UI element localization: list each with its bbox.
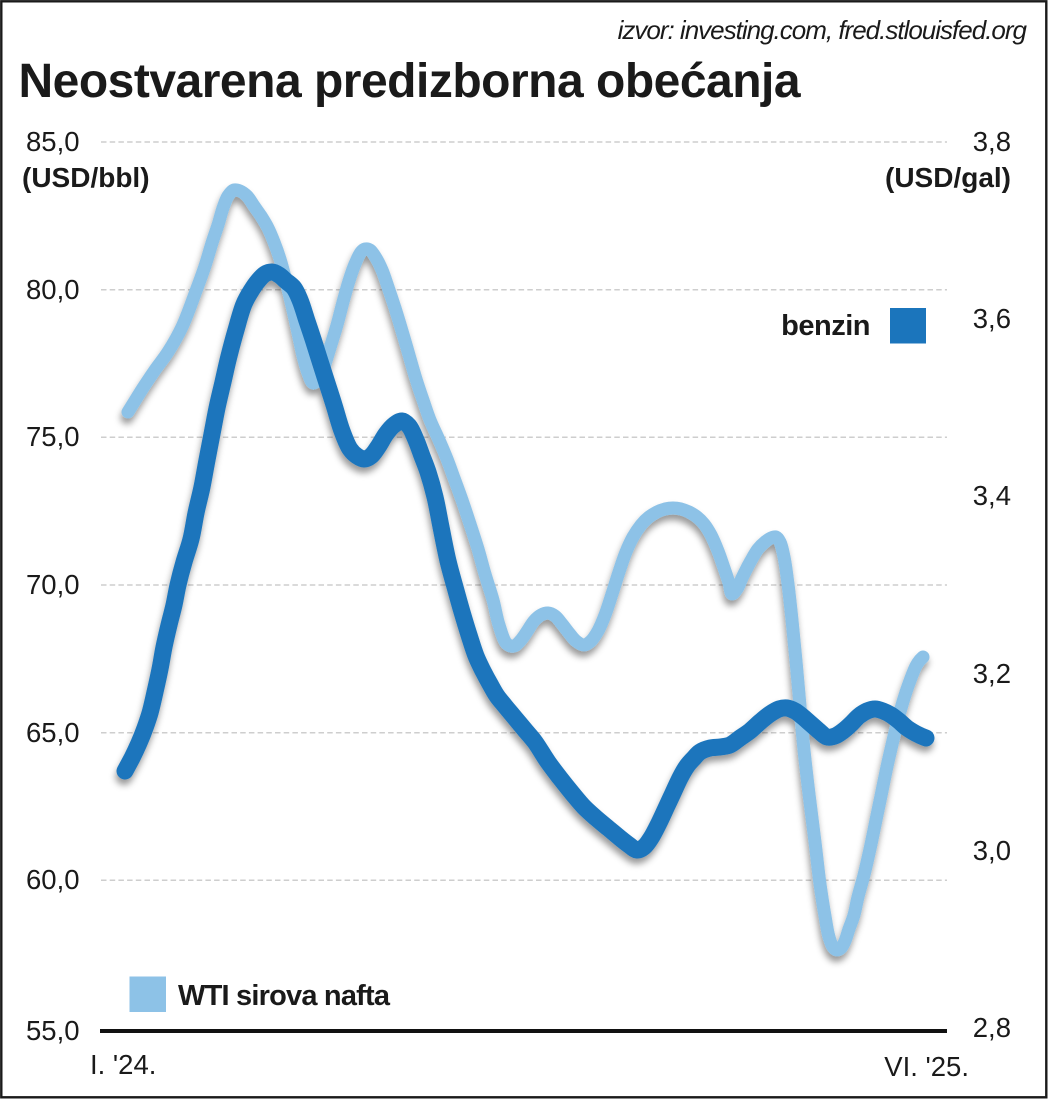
svg-text:Neostvarena predizborna obećan: Neostvarena predizborna obećanja: [19, 55, 801, 108]
svg-text:2,8: 2,8: [973, 1012, 1011, 1043]
svg-text:3,0: 3,0: [973, 835, 1011, 866]
svg-text:60,0: 60,0: [26, 864, 80, 895]
svg-text:VI. '25.: VI. '25.: [884, 1051, 969, 1082]
svg-text:55,0: 55,0: [26, 1015, 80, 1046]
svg-text:3,6: 3,6: [973, 303, 1011, 334]
svg-text:85,0: 85,0: [26, 126, 80, 157]
svg-text:I. '24.: I. '24.: [90, 1049, 156, 1080]
svg-text:(USD/gal): (USD/gal): [885, 162, 1011, 193]
svg-text:80,0: 80,0: [26, 274, 80, 305]
svg-text:(USD/bbl): (USD/bbl): [22, 162, 150, 193]
svg-text:WTI sirova nafta: WTI sirova nafta: [178, 980, 391, 1012]
svg-text:benzin: benzin: [781, 310, 870, 342]
svg-text:izvor: investing.com, fred.stl: izvor: investing.com, fred.stlouisfed.or…: [618, 15, 1028, 45]
svg-text:3,4: 3,4: [973, 480, 1011, 511]
svg-text:3,8: 3,8: [973, 126, 1011, 157]
svg-text:3,2: 3,2: [973, 658, 1011, 689]
svg-text:75,0: 75,0: [26, 421, 80, 452]
svg-text:65,0: 65,0: [26, 717, 80, 748]
svg-text:70,0: 70,0: [26, 569, 80, 600]
